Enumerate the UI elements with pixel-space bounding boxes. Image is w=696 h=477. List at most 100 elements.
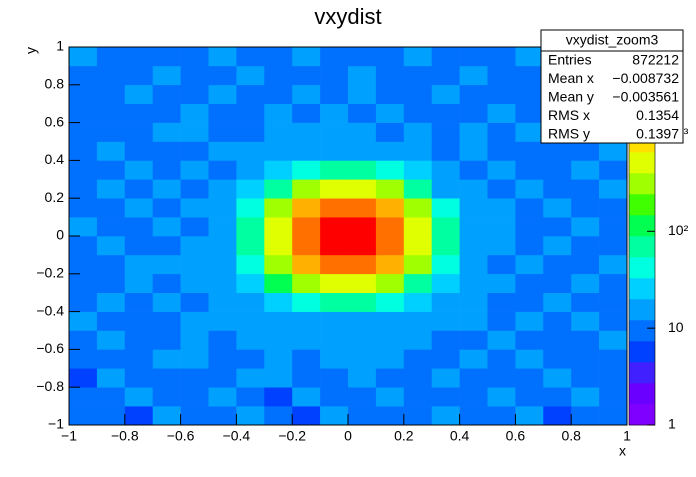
cell [236,122,265,142]
cell [96,217,126,237]
cell [292,292,321,312]
cell [96,179,126,199]
cell [292,368,321,388]
cell [124,311,153,331]
cell [264,217,293,237]
cell [180,47,209,67]
y-tick-label: −0.8 [36,378,64,394]
z-tick-label: 10 [668,319,684,335]
cell [348,406,377,426]
cell [515,254,544,275]
cell [96,254,126,275]
cell [208,330,237,350]
colorbar-band [629,257,655,279]
cell [348,387,377,407]
cell [403,349,432,369]
cell [69,292,98,312]
cell [236,292,265,312]
y-tick-label: 0.6 [45,113,65,129]
cell [292,236,321,256]
y-tick-label: 1 [56,38,64,54]
cell [599,160,628,180]
cell [236,160,265,180]
colorbar-band [629,362,655,384]
cell [69,122,98,142]
cell [543,273,572,293]
cell [515,198,544,218]
cell [348,349,377,369]
cell [320,198,349,218]
cell [515,292,544,312]
stats-label: RMS y [548,126,590,142]
cell [208,141,237,161]
cell [236,84,265,104]
cell [543,141,572,161]
cell [375,198,405,218]
cell [152,84,181,104]
cell [487,160,516,180]
cell [124,406,153,426]
cell [515,349,544,369]
cell [543,387,572,407]
cell [124,217,153,237]
cell [152,141,181,161]
cell [96,198,126,218]
cell [431,406,460,426]
cell [180,141,209,161]
cell [348,311,377,331]
x-tick-label: −0.8 [111,428,139,444]
y-tick-label: −0.4 [36,302,64,318]
cell [375,122,405,142]
stats-label: RMS x [548,107,590,123]
cell [69,217,98,237]
cell [96,122,126,142]
cell [515,368,544,388]
cell [487,349,516,369]
x-tick-label: −0.6 [167,428,195,444]
cell [208,217,237,237]
cell [375,254,405,275]
cell [264,122,293,142]
cell [515,236,544,256]
colorbar-band [629,278,655,300]
cell [69,311,98,331]
cell [264,311,293,331]
cell [403,311,432,331]
cell [403,84,432,104]
cell [599,406,628,426]
cell [180,217,209,237]
cell [96,349,126,369]
cell [292,387,321,407]
cell [236,311,265,331]
cell [320,84,349,104]
cell [292,217,321,237]
cell [375,141,405,161]
cell [599,292,628,312]
cell [403,217,432,237]
cell [292,406,321,426]
cell [152,330,181,350]
cell [320,254,349,275]
cell [403,47,432,67]
cell [515,330,544,350]
cell [208,47,237,67]
cell [348,292,377,312]
stats-label: Entries [548,52,592,68]
cell [375,103,405,123]
cell [599,254,628,275]
cell [599,330,628,350]
cell [180,160,209,180]
cell [571,236,600,256]
cell [431,236,460,256]
cell [180,311,209,331]
cell [236,406,265,426]
cell [208,387,237,407]
stats-title: vxydist_zoom3 [566,32,659,48]
cell [487,65,516,86]
cell [180,254,209,275]
cell [292,330,321,350]
cell [69,236,98,256]
cell [403,406,432,426]
cell [124,47,153,67]
cell [431,292,460,312]
